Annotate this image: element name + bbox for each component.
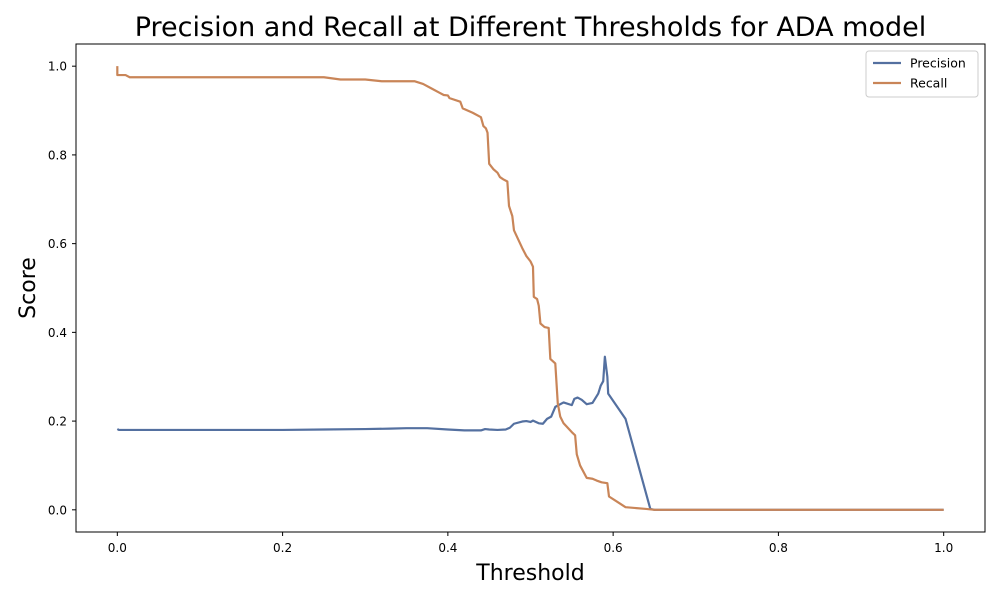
y-tick-label: 0.8 xyxy=(48,148,67,162)
y-tick-label: 0.2 xyxy=(48,415,67,429)
chart-title: Precision and Recall at Different Thresh… xyxy=(135,12,927,43)
y-tick-label: 0.4 xyxy=(48,326,67,340)
x-axis-title: Threshold xyxy=(475,561,584,586)
plot-area xyxy=(116,66,944,511)
y-tick-label: 0.0 xyxy=(48,503,67,517)
legend-label-precision: Precision xyxy=(910,56,966,71)
y-tick-label: 0.6 xyxy=(48,237,67,251)
x-tick-label: 0.4 xyxy=(438,541,457,555)
legend-label-recall: Recall xyxy=(910,76,947,91)
y-axis-title: Score xyxy=(16,257,41,319)
x-tick-label: 1.0 xyxy=(934,541,953,555)
plot-frame xyxy=(75,43,986,533)
series-line-precision xyxy=(116,355,944,511)
legend: Precision Recall xyxy=(865,50,979,98)
y-axis: 0.0 0.2 0.4 0.6 0.8 1.0 xyxy=(48,60,76,517)
x-tick-label: 0.2 xyxy=(273,541,292,555)
x-axis: 0.0 0.2 0.4 0.6 0.8 1.0 xyxy=(108,532,953,555)
y-tick-label: 1.0 xyxy=(48,60,67,74)
series-line-recall xyxy=(116,66,944,511)
x-tick-label: 0.6 xyxy=(604,541,623,555)
x-tick-label: 0.0 xyxy=(108,541,127,555)
x-tick-label: 0.8 xyxy=(769,541,788,555)
